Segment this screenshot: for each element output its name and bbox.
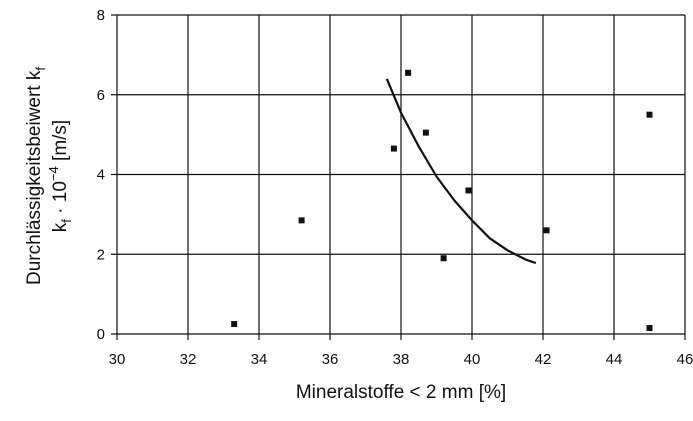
x-tick-label: 46 <box>677 351 693 368</box>
x-axis-title: Mineralstoffe < 2 mm [%] <box>296 382 506 403</box>
x-tick-label: 32 <box>180 351 197 368</box>
data-point <box>543 227 550 234</box>
grid <box>111 14 686 340</box>
data-point <box>422 129 429 136</box>
y-axis-title-2-sub: f <box>59 219 74 223</box>
y-axis-title-2: kf · 10−4 [m/s] <box>46 120 74 232</box>
y-axis-title-1: Durchlässigkeitsbeiwert kf <box>24 67 48 285</box>
x-tick-label: 34 <box>251 351 268 368</box>
y-axis-title-1-text: Durchlässigkeitsbeiwert k <box>24 70 45 285</box>
x-tick-labels: 30 32 34 36 38 40 42 44 46 <box>109 351 693 368</box>
x-tick-label: 30 <box>109 351 126 368</box>
y-tick-label: 0 <box>97 326 105 343</box>
data-points <box>231 69 653 332</box>
y-tick-label: 8 <box>97 7 105 24</box>
y-axis-title-1-sub: f <box>33 67 48 71</box>
trend-curve <box>385 78 537 265</box>
y-tick-label: 6 <box>97 87 105 104</box>
data-point <box>298 217 305 224</box>
data-point <box>405 69 412 76</box>
y-tick-label: 4 <box>97 167 105 184</box>
x-tick-label: 44 <box>606 351 623 368</box>
y-tick-label: 2 <box>97 246 105 263</box>
data-point <box>646 111 653 118</box>
data-point <box>231 321 238 328</box>
y-axis-title-2-mid: · 10 <box>50 181 71 219</box>
x-tick-label: 40 <box>464 351 481 368</box>
svg-text:kf · 10−4 [m/s]: kf · 10−4 [m/s] <box>46 120 74 232</box>
y-tick-labels: 0 2 4 6 8 <box>97 7 105 343</box>
y-axis-title-2-unit: [m/s] <box>50 120 71 166</box>
data-point <box>440 255 447 262</box>
y-axis-title-2-k: k <box>50 222 71 232</box>
trend-curve-group <box>385 78 537 265</box>
x-tick-label: 36 <box>322 351 339 368</box>
svg-text:Durchlässigkeitsbeiwert kf: Durchlässigkeitsbeiwert kf <box>24 67 48 285</box>
x-tick-label: 38 <box>393 351 410 368</box>
x-tick-label: 42 <box>535 351 552 368</box>
y-axis-title-2-sup: −4 <box>46 166 61 181</box>
data-point <box>646 325 653 332</box>
data-point <box>390 145 397 152</box>
data-point <box>465 187 472 194</box>
